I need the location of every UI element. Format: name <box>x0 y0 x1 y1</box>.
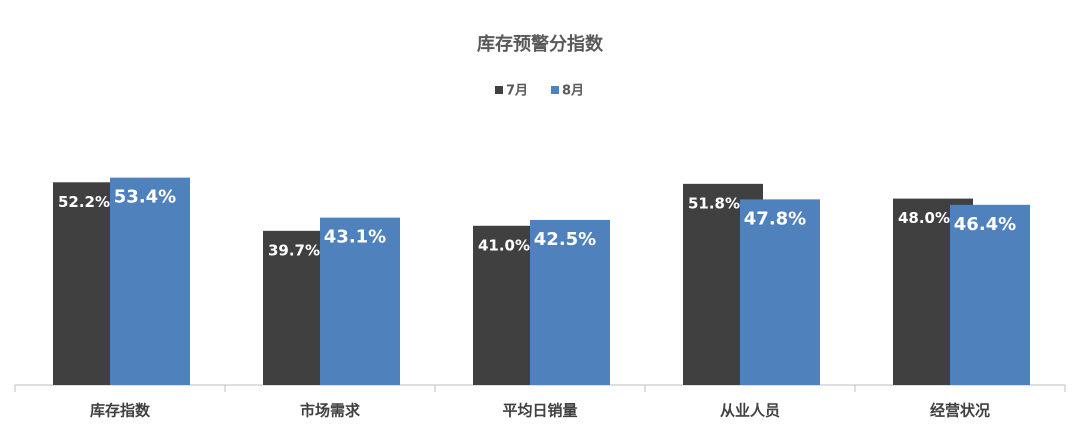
legend-label: 7月 <box>506 84 528 99</box>
x-tick-label: 经营状况 <box>930 402 990 420</box>
data-label: 46.4% <box>954 214 1016 235</box>
x-tick-label: 平均日销量 <box>502 402 577 420</box>
data-label: 53.4% <box>114 187 176 208</box>
data-label: 41.0% <box>478 236 530 254</box>
chart-title: 库存预警分指数 <box>477 33 604 55</box>
legend-label: 8月 <box>562 84 584 99</box>
data-label: 39.7% <box>268 241 320 259</box>
data-label: 52.2% <box>58 193 110 211</box>
data-label: 48.0% <box>898 209 950 227</box>
bar <box>320 217 400 385</box>
bar <box>530 219 610 385</box>
bar <box>950 204 1030 385</box>
data-label: 47.8% <box>744 208 806 229</box>
x-tick-label: 库存指数 <box>90 402 151 420</box>
data-label: 51.8% <box>688 194 740 212</box>
x-tick-label: 从业人员 <box>720 402 780 420</box>
data-label: 43.1% <box>324 227 386 248</box>
bar <box>740 199 820 385</box>
x-tick-label: 市场需求 <box>300 402 361 420</box>
bar <box>110 177 190 385</box>
legend-swatch <box>495 86 503 94</box>
legend-swatch <box>551 86 559 94</box>
data-label: 42.5% <box>534 229 596 250</box>
